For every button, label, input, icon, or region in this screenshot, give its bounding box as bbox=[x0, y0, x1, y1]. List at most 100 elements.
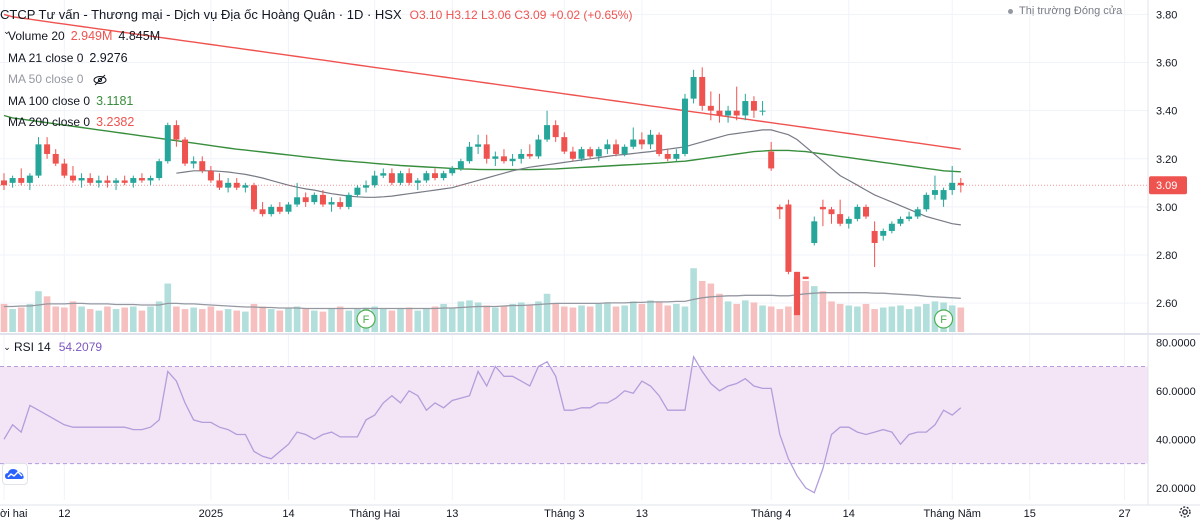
volume-bar bbox=[259, 306, 266, 332]
volume-bar bbox=[431, 306, 439, 332]
ma21-label: MA 21 close 0 bbox=[8, 50, 84, 65]
candle bbox=[656, 132, 663, 157]
candle bbox=[354, 185, 361, 198]
candle-body bbox=[268, 206, 275, 215]
candle bbox=[957, 178, 964, 193]
candle bbox=[475, 134, 482, 154]
candle bbox=[888, 221, 895, 234]
volume-bar bbox=[871, 309, 878, 332]
candle bbox=[845, 216, 852, 229]
volume-bar bbox=[302, 309, 309, 332]
volume-bar bbox=[854, 306, 861, 332]
volume-bar bbox=[612, 306, 620, 332]
candle bbox=[768, 141, 775, 171]
candle bbox=[285, 202, 292, 215]
volume-bar bbox=[138, 310, 146, 332]
candle bbox=[276, 202, 283, 215]
candle bbox=[18, 168, 25, 186]
symbol-title[interactable]: CTCP Tư vấn - Thương mại - Dịch vụ Địa ố… bbox=[0, 6, 402, 22]
candle bbox=[61, 158, 68, 179]
candle bbox=[863, 204, 869, 219]
candle-body bbox=[544, 125, 551, 140]
collapse-legend-icon[interactable]: ⌄ bbox=[3, 26, 11, 36]
collapse-rsi-icon[interactable]: ⌄ bbox=[3, 341, 11, 352]
rsi-legend[interactable]: ⌄ RSI 14 54.2079 bbox=[0, 340, 102, 354]
volume-bar bbox=[629, 301, 637, 332]
candle-body bbox=[466, 146, 473, 162]
price-axis[interactable]: 3.80 3.60 3.40 3.20 3.00 2.80 2.60 3.09 80.0000 6… bbox=[1147, 0, 1196, 505]
market-status[interactable]: Thị trường Đóng cửa bbox=[1008, 5, 1122, 17]
candle bbox=[87, 173, 94, 186]
candle-body bbox=[423, 173, 430, 181]
ma100-legend[interactable]: MA 100 close 0 3.1181 bbox=[0, 90, 632, 112]
candle-body bbox=[156, 161, 163, 179]
candle-body bbox=[475, 144, 482, 147]
volume-bar bbox=[216, 310, 223, 332]
last-price-label: 3.09 bbox=[1149, 176, 1187, 195]
candle bbox=[44, 137, 51, 159]
volume-bar bbox=[9, 309, 16, 332]
volume-bar bbox=[690, 268, 697, 332]
price-tick-label: 3.20 bbox=[1156, 154, 1177, 166]
f-marker-circle bbox=[356, 309, 376, 329]
candle-body bbox=[311, 194, 318, 203]
candle bbox=[518, 149, 525, 164]
time-axis[interactable]: ời hai 12 2025 14 Tháng Hai 13 Tháng 3 13 Tháng … bbox=[0, 504, 1200, 520]
candle-body bbox=[785, 204, 792, 272]
time-tick-label: Tháng 4 bbox=[751, 508, 791, 520]
candle-body bbox=[138, 178, 145, 181]
volume-bar bbox=[224, 309, 232, 332]
volume-bar bbox=[336, 306, 344, 332]
candle bbox=[613, 139, 620, 157]
volume-bar bbox=[414, 310, 422, 332]
status-dot-icon bbox=[1008, 8, 1013, 14]
volume-bar bbox=[267, 309, 275, 332]
volume-bar bbox=[517, 302, 525, 332]
candle bbox=[423, 170, 430, 183]
candle-body bbox=[776, 206, 783, 210]
volume-bar bbox=[164, 283, 172, 332]
candle bbox=[569, 146, 576, 162]
tradingview-logo[interactable] bbox=[2, 463, 28, 485]
ma50-legend[interactable]: MA 50 close 0 bbox=[0, 69, 632, 91]
candle-body bbox=[449, 168, 456, 174]
candle-body bbox=[750, 101, 757, 111]
candle-body bbox=[216, 180, 223, 188]
candle bbox=[794, 271, 801, 316]
candle-body bbox=[863, 206, 869, 217]
volume-bar bbox=[397, 309, 404, 332]
volume-bar bbox=[845, 305, 853, 332]
volume-bar bbox=[233, 310, 241, 332]
volume-bar bbox=[190, 307, 197, 332]
candle-body bbox=[388, 173, 395, 183]
ma21-legend[interactable]: MA 21 close 0 2.9276 bbox=[0, 47, 632, 69]
volume-bar bbox=[242, 311, 249, 332]
volume-bar bbox=[293, 306, 301, 332]
volume-bar bbox=[466, 300, 473, 332]
settings-gear-icon[interactable] bbox=[1178, 505, 1192, 519]
volume-bar bbox=[828, 301, 835, 332]
volume-bar bbox=[345, 310, 353, 332]
volume-bar bbox=[561, 306, 568, 332]
price-tick-label: 3.80 bbox=[1156, 9, 1177, 21]
ma200-legend[interactable]: MA 200 close 0 3.2382 bbox=[0, 112, 632, 134]
rsi-label: RSI 14 bbox=[14, 340, 51, 354]
candle-body bbox=[837, 214, 844, 224]
ma21-line bbox=[176, 129, 961, 226]
candle-body bbox=[630, 139, 637, 147]
candle-body bbox=[819, 206, 826, 210]
candle bbox=[535, 134, 542, 159]
candle bbox=[449, 166, 456, 176]
candle bbox=[923, 192, 930, 212]
candle-body bbox=[845, 218, 852, 224]
candle-body bbox=[457, 161, 464, 169]
volume-legend[interactable]: Volume 20 2.949M 4.845M bbox=[0, 26, 632, 48]
candle bbox=[345, 192, 352, 210]
candle bbox=[914, 206, 921, 219]
price-tick-label: 3.40 bbox=[1156, 106, 1177, 118]
eye-hidden-icon[interactable] bbox=[93, 74, 107, 86]
candle bbox=[268, 204, 275, 217]
candle bbox=[199, 156, 206, 174]
